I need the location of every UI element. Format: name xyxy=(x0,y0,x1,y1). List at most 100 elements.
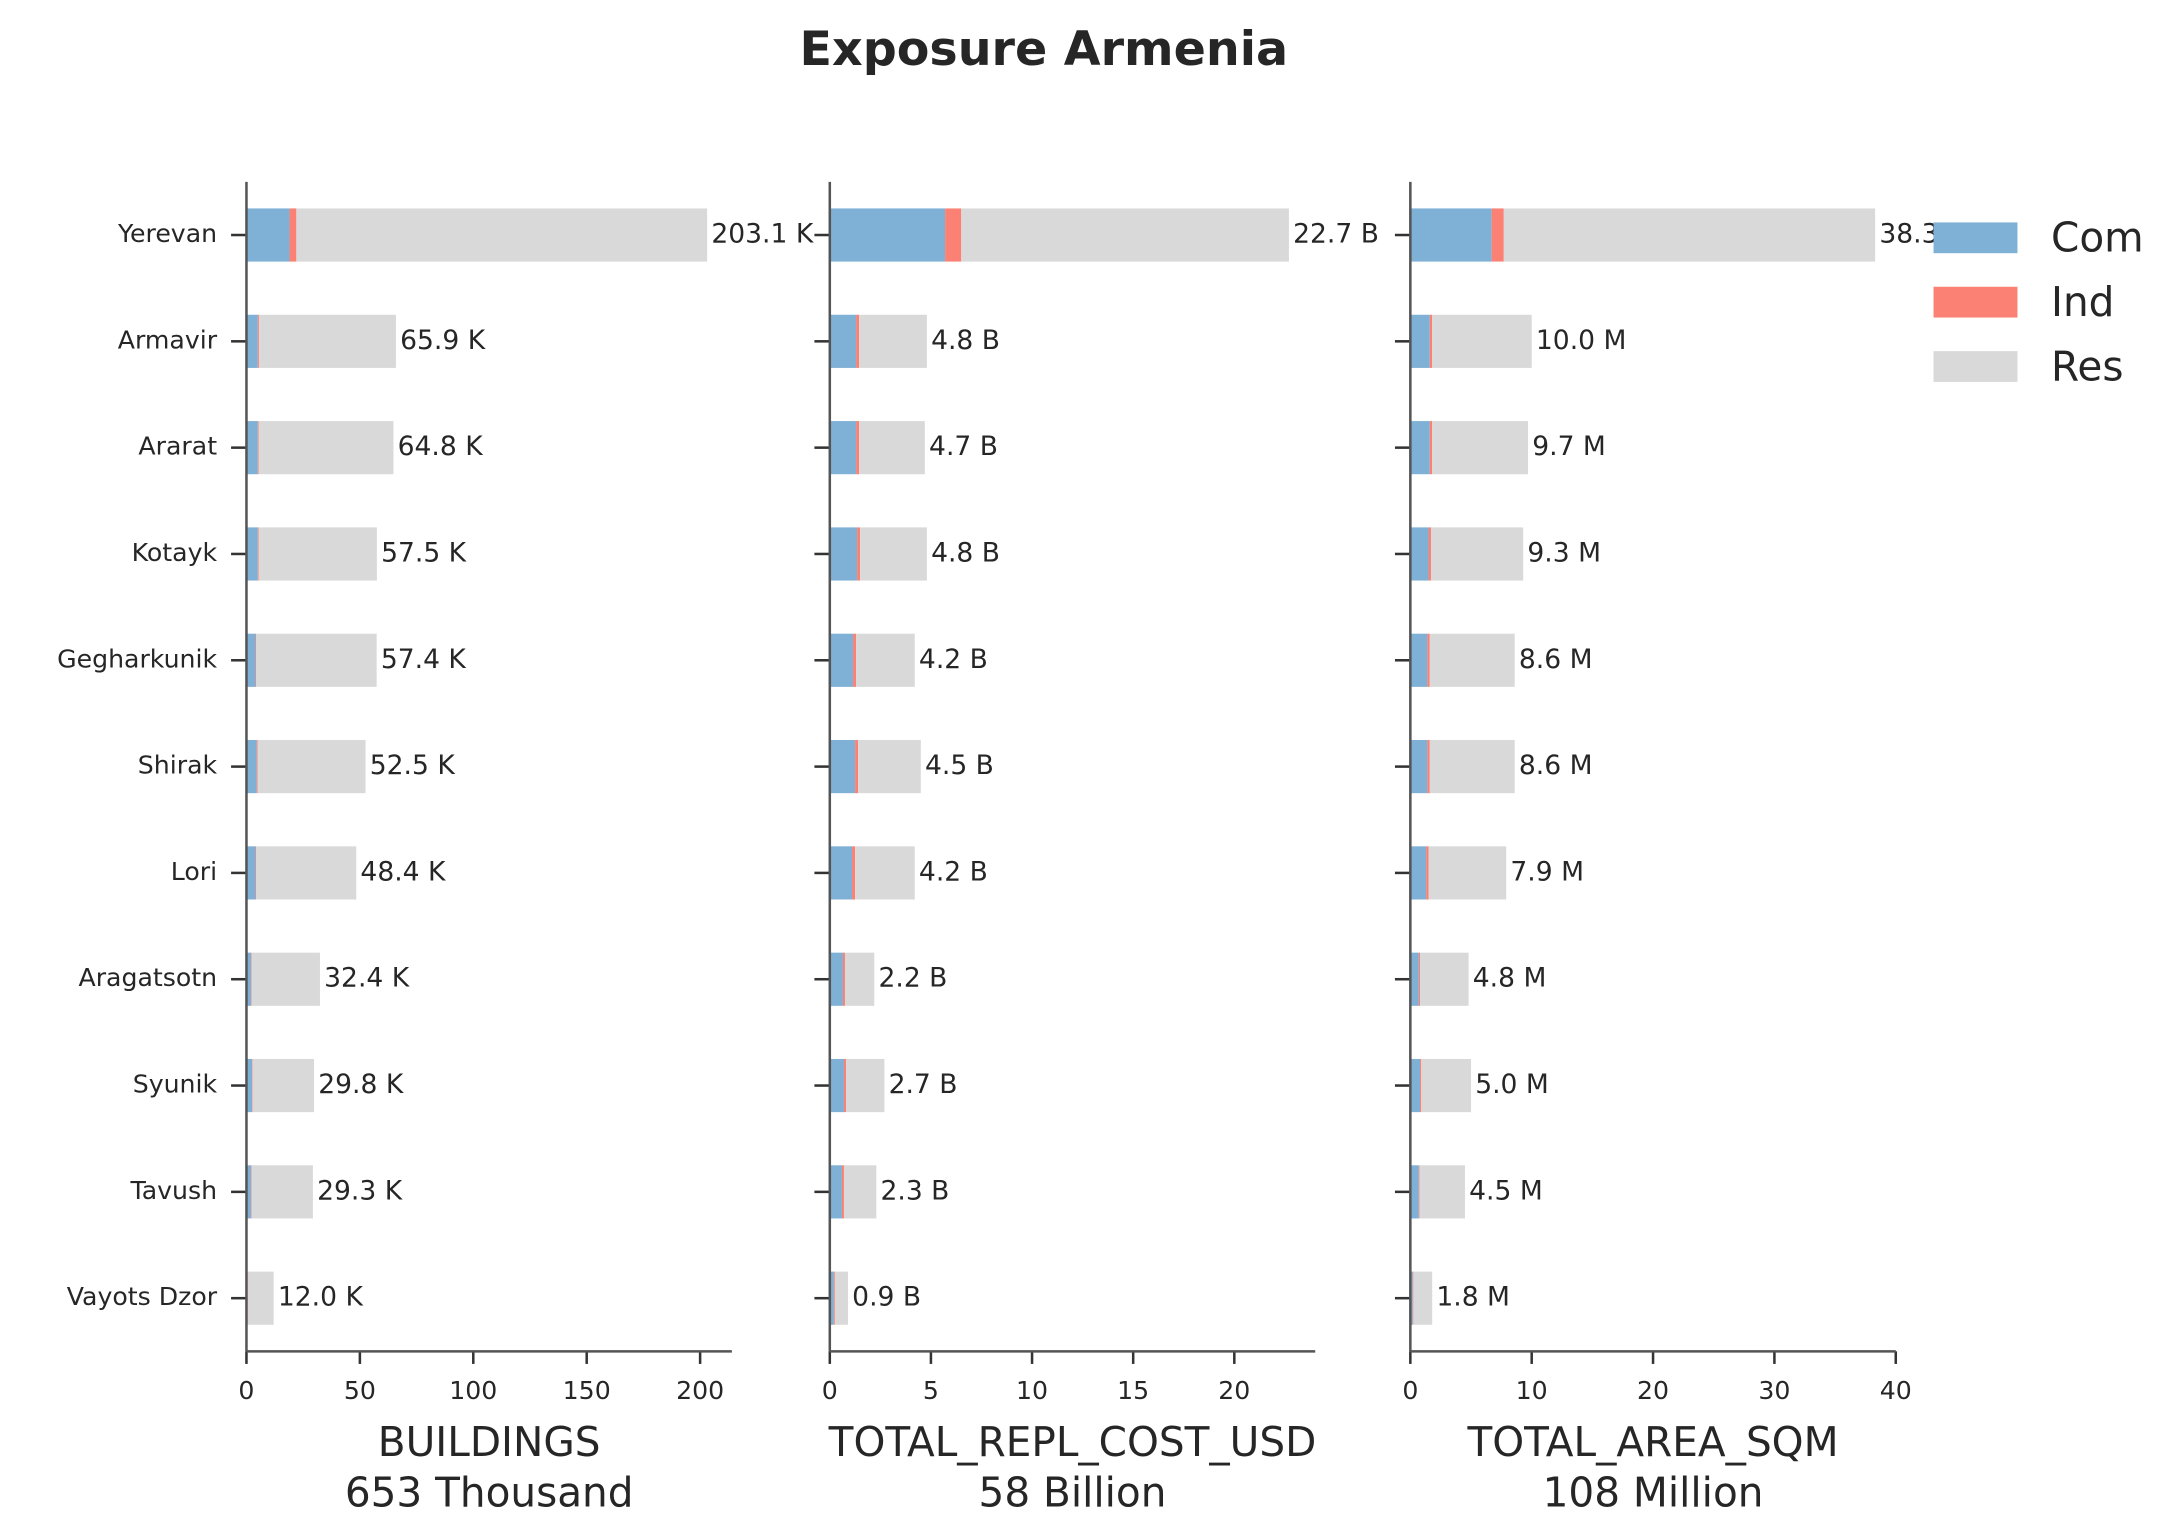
y-tick-label: Tavush xyxy=(130,1176,218,1205)
value-label: 22.7 B xyxy=(1293,219,1379,250)
bar-segment xyxy=(843,1058,846,1113)
bar-segment xyxy=(829,740,856,794)
x-tick-label: 0 xyxy=(238,1376,254,1405)
bar-segment xyxy=(1418,1165,1420,1219)
legend-label: Com xyxy=(2051,214,2144,262)
value-label: 4.8 B xyxy=(931,325,1000,356)
bar-segment xyxy=(1429,740,1515,794)
bar-segment xyxy=(1429,633,1515,687)
bar-segment xyxy=(296,208,708,262)
bar-segment xyxy=(251,1165,313,1219)
legend-label: Ind xyxy=(2051,278,2114,326)
x-tick-label: 0 xyxy=(1402,1376,1418,1405)
value-label: 8.6 M xyxy=(1519,750,1593,781)
bar-segment xyxy=(1410,1165,1419,1219)
x-axis-subtitle: 653 Thousand xyxy=(345,1468,634,1516)
value-label: 9.7 M xyxy=(1532,431,1606,462)
value-label: 4.7 B xyxy=(929,431,998,462)
bar-segment xyxy=(1432,421,1529,475)
x-tick-label: 15 xyxy=(1117,1376,1149,1405)
bar-segment xyxy=(829,633,854,687)
bar-segment xyxy=(246,208,290,262)
bar-segment xyxy=(829,314,857,368)
bar-segment xyxy=(856,421,860,475)
bar-segment xyxy=(844,952,875,1006)
legend-swatch xyxy=(1933,222,2018,254)
bar-segment xyxy=(858,740,921,794)
bar-segment xyxy=(1427,740,1430,794)
value-label: 2.2 B xyxy=(878,963,947,994)
bar-segment xyxy=(855,740,859,794)
x-axis-title: BUILDINGS xyxy=(378,1418,601,1466)
x-tick-label: 10 xyxy=(1016,1376,1048,1405)
x-tick-label: 50 xyxy=(344,1376,376,1405)
bar-segment xyxy=(1503,208,1876,262)
y-tick-label: Syunik xyxy=(133,1070,218,1099)
bar-segment xyxy=(859,421,925,475)
bar-segment xyxy=(860,527,927,581)
value-label: 8.6 M xyxy=(1519,644,1593,675)
x-tick-label: 5 xyxy=(923,1376,939,1405)
bar-segment xyxy=(833,1271,835,1325)
bar-segment xyxy=(1410,846,1427,900)
bar-segment xyxy=(1430,527,1524,581)
bar-segment xyxy=(1420,1058,1422,1113)
bar-segment xyxy=(859,314,927,368)
bar-segment xyxy=(289,208,297,262)
bar-segment xyxy=(256,633,377,687)
y-tick-label: Lori xyxy=(171,857,217,886)
bar-segment xyxy=(852,846,856,900)
value-label: 4.8 M xyxy=(1473,963,1547,994)
value-label: 0.9 B xyxy=(852,1282,921,1313)
bar-segment xyxy=(1429,314,1433,368)
y-tick-label: Gegharkunik xyxy=(57,644,217,673)
y-tick-label: Armavir xyxy=(118,325,218,354)
value-label: 29.8 K xyxy=(318,1069,404,1100)
bar-segment xyxy=(257,421,259,475)
bar-segment xyxy=(1410,527,1429,581)
x-tick-label: 20 xyxy=(1218,1376,1250,1405)
bar-segment xyxy=(258,421,394,475)
bar-segment xyxy=(246,527,258,581)
bar-segment xyxy=(1410,1058,1421,1113)
x-axis-title: TOTAL_AREA_SQM xyxy=(1467,1418,1839,1466)
x-tick-label: 10 xyxy=(1516,1376,1548,1405)
bar-segment xyxy=(856,633,915,687)
y-tick-label: Vayots Dzor xyxy=(67,1282,218,1311)
y-tick-label: Kotayk xyxy=(132,538,218,567)
bar-segment xyxy=(1410,952,1419,1006)
x-tick-label: 150 xyxy=(563,1376,611,1405)
bar-segment xyxy=(255,846,257,900)
bar-segment xyxy=(829,846,853,900)
bar-segment xyxy=(829,952,843,1006)
bar-segment xyxy=(246,1165,251,1219)
value-label: 4.2 B xyxy=(919,644,988,675)
bar-segment xyxy=(1432,314,1532,368)
x-tick-label: 100 xyxy=(449,1376,497,1405)
bar-segment xyxy=(855,846,915,900)
bar-segment xyxy=(251,952,320,1006)
value-label: 203.1 K xyxy=(711,219,813,250)
x-tick-label: 30 xyxy=(1758,1376,1790,1405)
bar-segment xyxy=(1410,421,1430,475)
bar-segment xyxy=(1429,421,1433,475)
bar-segment xyxy=(856,314,860,368)
value-label: 5.0 M xyxy=(1475,1069,1549,1100)
value-label: 48.4 K xyxy=(360,856,446,887)
value-label: 29.3 K xyxy=(317,1175,403,1206)
value-label: 12.0 K xyxy=(278,1282,364,1313)
bar-segment xyxy=(1410,208,1492,262)
x-tick-label: 0 xyxy=(822,1376,838,1405)
value-label: 10.0 M xyxy=(1536,325,1627,356)
bar-segment xyxy=(256,846,357,900)
x-axis-title: TOTAL_REPL_COST_USD xyxy=(828,1418,1317,1466)
bar-segment xyxy=(1427,633,1430,687)
bar-segment xyxy=(255,633,257,687)
bar-segment xyxy=(257,740,366,794)
value-label: 4.8 B xyxy=(931,537,1000,568)
bar-segment xyxy=(829,1058,844,1113)
bar-segment xyxy=(829,1271,834,1325)
bar-segment xyxy=(829,208,946,262)
